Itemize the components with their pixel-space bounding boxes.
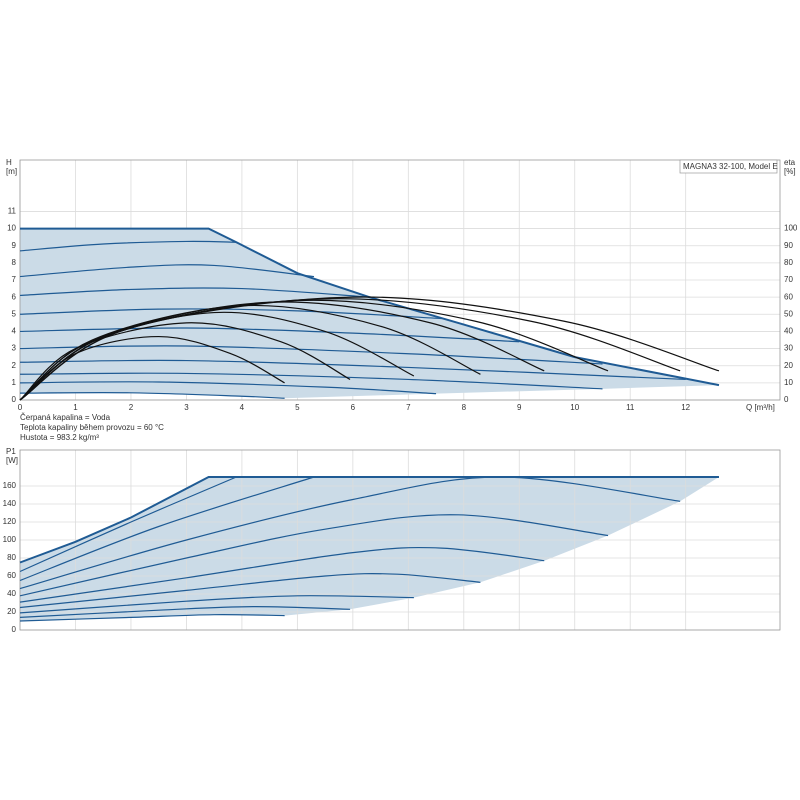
curve	[19, 264, 315, 278]
y-tick-label: 3	[12, 344, 17, 353]
operating-area	[20, 228, 719, 399]
x-tick-label: 12	[681, 403, 690, 412]
y-tick-label: 11	[8, 207, 17, 216]
curve	[19, 595, 414, 614]
y-axis-unit: [m]	[6, 167, 17, 176]
y2-tick-label: 50	[784, 309, 793, 318]
x-tick-label: 1	[73, 403, 78, 412]
efficiency-curve	[19, 322, 351, 401]
y-tick-label: 2	[12, 361, 17, 370]
curve	[19, 614, 285, 622]
y2-tick-label: 10	[784, 378, 793, 387]
y2-tick-label: 20	[784, 361, 793, 370]
y2-axis-unit: [%]	[784, 167, 796, 176]
x-tick-label: 11	[626, 403, 635, 412]
y-tick-label: 0	[12, 395, 17, 404]
plot-frame	[19, 159, 781, 401]
curve	[19, 476, 315, 582]
note: Hustota = 983.2 kg/m³	[20, 433, 99, 442]
curve	[19, 359, 686, 381]
y2-tick-label: 70	[784, 275, 793, 284]
curve	[19, 308, 442, 320]
y2-tick-label: 100	[784, 224, 798, 233]
max-curve	[20, 227, 720, 387]
y-tick-label: 8	[12, 258, 17, 267]
max-curve	[19, 476, 719, 564]
curve	[19, 605, 351, 618]
y2-tick-label: 40	[784, 327, 793, 336]
chart-title: MAGNA3 32-100, Model E	[683, 162, 778, 171]
y-axis-label: H	[6, 158, 12, 167]
x-tick-label: 5	[295, 403, 300, 412]
y-tick-label: 10	[7, 224, 16, 233]
x-tick-label: 9	[517, 403, 522, 412]
x-tick-label: 8	[462, 403, 467, 412]
y-axis-unit: [W]	[6, 456, 18, 465]
curve	[19, 381, 437, 395]
y-tick-label: 4	[12, 327, 17, 336]
curve	[19, 514, 609, 597]
model-box	[679, 159, 778, 174]
y-tick-label: 20	[7, 607, 16, 616]
curve	[19, 573, 481, 609]
note: Čerpaná kapalina = Voda	[20, 413, 111, 422]
y-tick-label: 100	[3, 535, 17, 544]
x-tick-label: 4	[240, 403, 245, 412]
y2-tick-label: 30	[784, 344, 793, 353]
y-tick-label: 140	[3, 499, 17, 508]
y-tick-label: 80	[7, 553, 16, 562]
x-tick-label: 10	[570, 403, 579, 412]
y-tick-label: 0	[12, 625, 17, 634]
y-tick-label: 1	[12, 378, 17, 387]
y-tick-label: 60	[7, 571, 16, 580]
y-tick-label: 9	[12, 241, 17, 250]
x-tick-label: 2	[129, 403, 134, 412]
x-tick-label: 6	[351, 403, 356, 412]
operating-area	[20, 477, 719, 621]
y-axis-label: P1	[6, 447, 16, 456]
curve	[19, 392, 285, 399]
curve	[19, 372, 603, 390]
curve	[19, 546, 545, 603]
y-tick-label: 5	[12, 309, 17, 318]
y2-tick-label: 80	[784, 258, 793, 267]
curve	[19, 240, 237, 252]
curve	[19, 476, 681, 590]
curve	[19, 287, 370, 298]
y-tick-label: 120	[3, 517, 17, 526]
y2-tick-label: 0	[784, 395, 789, 404]
x-tick-label: 0	[18, 403, 23, 412]
y-tick-label: 7	[12, 275, 17, 284]
y2-tick-label: 60	[784, 292, 793, 301]
y-tick-label: 160	[3, 481, 17, 490]
y2-axis-label: eta	[784, 158, 796, 167]
x-axis-label: Q [m³/h]	[746, 403, 775, 412]
note: Teplota kapaliny během provozu = 60 °C	[20, 423, 164, 432]
efficiency-curve	[19, 296, 720, 401]
y-tick-label: 40	[7, 589, 16, 598]
x-tick-label: 7	[406, 403, 411, 412]
curve	[19, 327, 520, 343]
x-tick-label: 3	[184, 403, 189, 412]
curve	[19, 476, 237, 573]
plot-frame	[19, 449, 781, 631]
y2-tick-label: 90	[784, 241, 793, 250]
y-tick-label: 6	[12, 292, 17, 301]
